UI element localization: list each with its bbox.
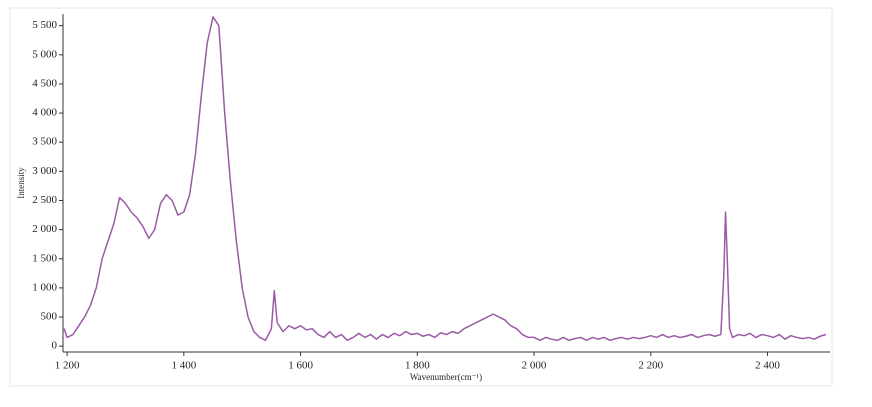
y-tick-label: 2 000 <box>32 223 57 235</box>
frame <box>9 7 833 387</box>
x-tick-label: 2 200 <box>638 360 663 372</box>
spectrum-line <box>63 16 827 342</box>
y-tick-label: 3 500 <box>32 136 57 148</box>
x-tick-label: 1 200 <box>55 360 80 372</box>
y-tick-label: 1 500 <box>32 252 57 264</box>
x-tick-label: 2 400 <box>755 360 780 372</box>
y-axis-label: Intensity <box>16 167 26 199</box>
y-tick-label: 3 000 <box>32 165 57 177</box>
y-tick-label: 0 <box>52 340 58 352</box>
x-tick-label: 1 800 <box>405 360 430 372</box>
x-tick-label: 2 000 <box>522 360 547 372</box>
y-tick-label: 4 500 <box>32 77 57 89</box>
x-tick-label: 1 400 <box>171 360 196 372</box>
y-tick-label: 5 500 <box>32 19 57 31</box>
y-tick-label: 500 <box>41 311 58 323</box>
x-tick-label: 1 600 <box>288 360 313 372</box>
y-tick-label: 2 500 <box>32 194 57 206</box>
y-tick-label: 1 000 <box>32 281 57 293</box>
y-tick-label: 5 000 <box>32 48 57 60</box>
y-tick-label: 4 000 <box>32 107 57 119</box>
x-axis-label: Wavenumber(cm⁻¹) <box>410 372 482 382</box>
